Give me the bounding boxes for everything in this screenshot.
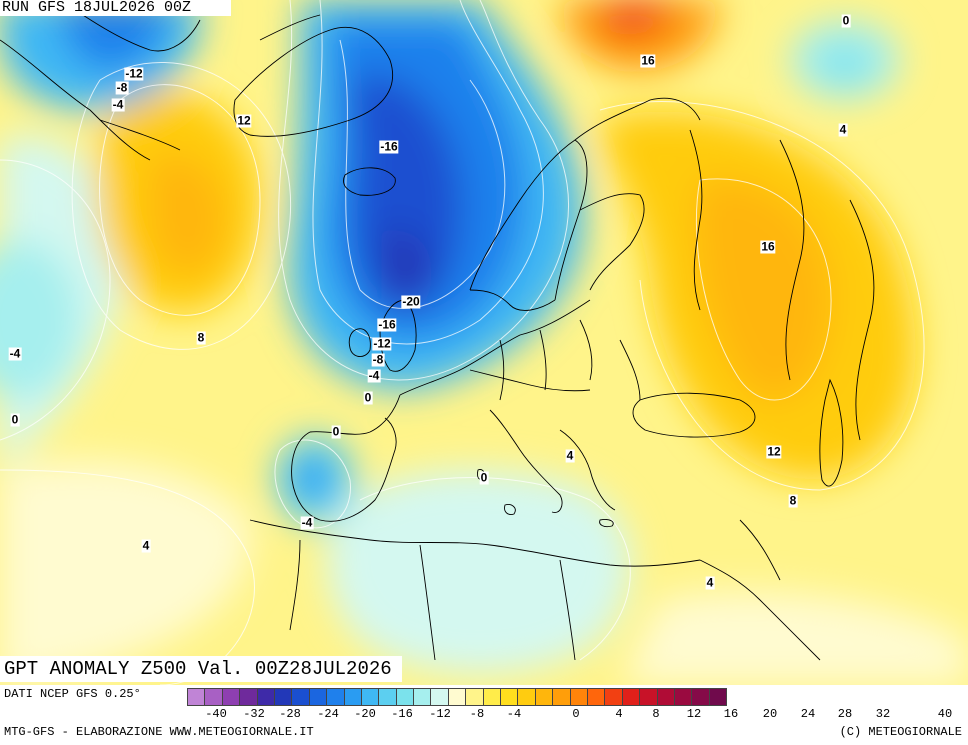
scale-swatch <box>517 688 536 706</box>
scale-swatch <box>569 688 588 706</box>
scale-swatch <box>534 688 554 706</box>
scale-swatch <box>273 688 293 706</box>
scale-swatch <box>378 688 397 706</box>
scale-swatch <box>308 688 328 706</box>
scale-swatch <box>447 688 467 706</box>
scale-swatch <box>586 688 606 706</box>
contour-label: 0 <box>479 470 489 485</box>
scale-swatch <box>256 688 275 706</box>
contour-label: 12 <box>236 113 252 128</box>
scale-tick-label: 0 <box>572 707 580 721</box>
contour-label: 0 <box>363 390 373 405</box>
scale-swatch <box>656 688 675 706</box>
color-scale-ticks: -40 -32 -28 -24 -20 -16 -12 -8 -4 0 4 8 12 16 20 24 28 32… <box>188 707 968 725</box>
contour-label: 0 <box>10 412 20 427</box>
contour-label: 4 <box>705 575 715 590</box>
scale-swatch <box>187 688 206 706</box>
scale-swatch <box>691 688 710 706</box>
scale-swatch <box>413 688 432 706</box>
contour-label: -12 <box>124 66 144 81</box>
scale-tick-label: -8 <box>469 707 485 721</box>
scale-swatch <box>465 688 484 706</box>
scale-swatch <box>621 688 641 706</box>
scale-tick-label: 12 <box>686 707 702 721</box>
scale-swatch <box>204 688 223 706</box>
contour-label: -8 <box>115 80 129 95</box>
scale-swatch <box>639 688 658 706</box>
contour-label: 16 <box>640 53 656 68</box>
scale-swatch <box>395 688 415 706</box>
contour-label: -20 <box>401 294 421 309</box>
scale-tick-label: 24 <box>800 707 816 721</box>
contour-label: -16 <box>377 317 397 332</box>
anomaly-map: RUN GFS 18JUL2026 00Z -12 -8 -4 12 -16 -… <box>0 0 968 685</box>
scale-tick-label: -12 <box>429 707 451 721</box>
contour-label: -12 <box>372 336 392 351</box>
legend-panel: DATI NCEP GFS 0.25° -40 -32 -28 -24 -20 -16 -1… <box>0 685 968 745</box>
anomaly-field <box>0 0 968 685</box>
contour-label: -8 <box>371 352 385 367</box>
contour-label: -4 <box>367 368 381 383</box>
scale-tick-label: -16 <box>391 707 413 721</box>
contour-label: 8 <box>196 330 206 345</box>
contour-label: 16 <box>760 239 776 254</box>
contour-label: 8 <box>788 493 798 508</box>
scale-tick-label: -40 <box>205 707 227 721</box>
scale-tick-label: -28 <box>279 707 301 721</box>
contour-label: -4 <box>300 515 314 530</box>
scale-tick-label: 4 <box>615 707 623 721</box>
scale-swatch <box>604 688 623 706</box>
scale-tick-label: 32 <box>875 707 891 721</box>
scale-tick-label: 16 <box>723 707 739 721</box>
contour-label: 4 <box>565 448 575 463</box>
color-scale <box>187 688 728 706</box>
contour-label: 0 <box>331 424 341 439</box>
scale-swatch <box>500 688 519 706</box>
map-title: GPT ANOMALY Z500 Val. 00Z28JUL2026 <box>0 656 402 682</box>
scale-swatch <box>326 688 345 706</box>
scale-tick-label: -4 <box>506 707 522 721</box>
scale-tick-label: -20 <box>354 707 376 721</box>
scale-swatch <box>239 688 258 706</box>
scale-tick-label: -32 <box>243 707 265 721</box>
scale-swatch <box>221 688 241 706</box>
contour-label: -4 <box>8 346 22 361</box>
scale-swatch <box>291 688 310 706</box>
scale-tick-label: 28 <box>837 707 853 721</box>
scale-swatch <box>343 688 362 706</box>
run-label: RUN GFS 18JUL2026 00Z <box>0 0 232 16</box>
contour-label: -4 <box>111 97 125 112</box>
scale-swatch <box>673 688 693 706</box>
scale-tick-label: 8 <box>652 707 660 721</box>
credit-left: MTG-GFS - ELABORAZIONE WWW.METEOGIORNALE… <box>4 725 314 739</box>
scale-swatch <box>708 688 728 706</box>
contour-label: 4 <box>838 122 848 137</box>
scale-tick-label: 20 <box>762 707 778 721</box>
contour-label: -16 <box>379 139 399 154</box>
scale-tick-label: -24 <box>317 707 339 721</box>
scale-swatch <box>482 688 502 706</box>
scale-swatch <box>552 688 571 706</box>
contour-label: 0 <box>841 13 851 28</box>
scale-swatch <box>360 688 380 706</box>
scale-swatch <box>430 688 449 706</box>
scale-tick-label: 40 <box>937 707 953 721</box>
credit-right: (C) METEOGIORNALE <box>839 725 962 739</box>
data-source: DATI NCEP GFS 0.25° <box>4 687 141 701</box>
contour-label: 4 <box>141 538 151 553</box>
contour-label: 12 <box>766 444 782 459</box>
